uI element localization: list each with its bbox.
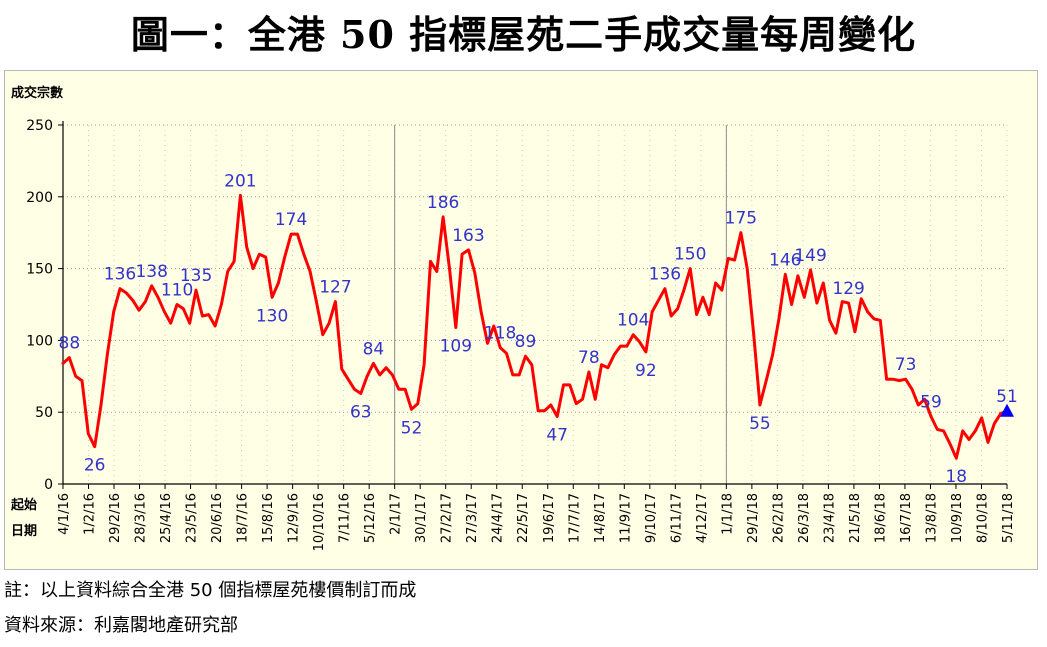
- x-tick-label: 29/2/16: [108, 493, 123, 543]
- x-tick-label: 13/8/18: [924, 493, 939, 543]
- data-label: 110: [161, 281, 193, 301]
- data-label: 92: [635, 361, 657, 381]
- last-point-marker: [1000, 403, 1014, 417]
- x-tick-label: 27/3/17: [465, 493, 480, 543]
- x-tick-label: 29/1/18: [746, 493, 761, 543]
- x-tick-label: 14/8/17: [593, 493, 608, 543]
- data-label: 63: [350, 403, 372, 423]
- x-tick-label: 19/6/17: [542, 493, 557, 543]
- y-tick-label: 100: [26, 333, 53, 349]
- data-label: 78: [578, 348, 600, 368]
- x-tick-label: 20/6/16: [210, 493, 225, 543]
- data-label: 146: [769, 250, 801, 270]
- data-label: 135: [180, 266, 212, 286]
- x-tick-label: 18/6/18: [873, 493, 888, 543]
- x-tick-label: 28/3/16: [134, 493, 149, 543]
- x-tick-label: 15/8/16: [261, 493, 276, 543]
- x-tick-label: 12/9/16: [287, 493, 302, 543]
- data-label: 127: [319, 278, 351, 298]
- data-label: 26: [84, 456, 106, 476]
- data-label: 59: [920, 393, 942, 413]
- source-note: 資料來源：利嘉閣地產研究部: [4, 615, 238, 636]
- x-tick-label: 5/11/18: [1001, 493, 1016, 543]
- x-tick-label: 21/5/18: [848, 493, 863, 543]
- data-label: 149: [794, 246, 826, 266]
- x-tick-label: 22/5/17: [516, 493, 531, 543]
- data-label: 109: [440, 336, 472, 356]
- line-chart: 0 50 100 150 200 250 成交宗數 4/1/16 1/2/16 29/2/16 28…: [5, 71, 1037, 569]
- x-tick-label: 1/1/18: [720, 493, 735, 535]
- data-label: 174: [275, 210, 307, 230]
- data-label: 52: [401, 418, 423, 438]
- y-tick-label: 50: [35, 405, 53, 421]
- data-label: 51: [996, 387, 1018, 407]
- y-axis-title: 成交宗數: [11, 85, 63, 101]
- data-label: 163: [452, 226, 484, 246]
- x-tick-label: 16/7/18: [899, 493, 914, 543]
- footnote: 註：以上資料綜合全港 50 個指標屋苑樓價制訂而成: [4, 580, 417, 601]
- x-tick-label: 17/7/17: [567, 493, 582, 543]
- x-tick-label: 10/10/16: [312, 493, 327, 551]
- y-tick-label: 0: [44, 477, 53, 493]
- x-tick-label: 23/5/16: [185, 493, 200, 543]
- data-label: 89: [515, 332, 537, 352]
- data-label: 129: [832, 279, 864, 299]
- data-label: 136: [649, 265, 681, 285]
- x-tick-label: 10/9/18: [950, 493, 965, 543]
- chart-frame: 0 50 100 150 200 250 成交宗數 4/1/16 1/2/16 29/2/16 28…: [4, 70, 1038, 570]
- data-label: 138: [135, 262, 167, 282]
- series-line: [61, 193, 1009, 460]
- x-tick-label: 18/7/16: [236, 493, 251, 543]
- y-tick-label: 150: [26, 262, 53, 278]
- data-label: 84: [363, 339, 385, 359]
- data-label: 18: [945, 467, 967, 487]
- x-tick-label: 6/11/17: [669, 493, 684, 543]
- x-tick-label: 9/10/17: [644, 493, 659, 543]
- x-tick-label: 2/1/17: [389, 493, 404, 535]
- data-label: 136: [104, 265, 136, 285]
- data-label: 88: [59, 334, 81, 354]
- data-label: 175: [725, 209, 757, 229]
- x-tick-label: 26/2/18: [771, 493, 786, 543]
- data-label: 104: [617, 311, 649, 331]
- x-axis-title-line2: 日期: [11, 524, 37, 539]
- data-label: 130: [256, 306, 288, 326]
- data-label: 186: [427, 193, 459, 213]
- data-label: 118: [484, 324, 516, 344]
- x-axis-title-line1: 起始: [10, 497, 37, 513]
- x-tick-label: 8/10/18: [975, 493, 990, 543]
- x-tick-label: 4/1/16: [57, 493, 72, 535]
- data-label: 201: [224, 171, 256, 191]
- y-tick-label: 200: [26, 190, 53, 206]
- x-tick-label: 5/12/16: [363, 493, 378, 543]
- x-tick-label: 25/4/16: [159, 493, 174, 543]
- x-tick-label: 7/11/16: [338, 493, 353, 543]
- x-tick-label: 4/12/17: [695, 493, 710, 543]
- chart-background: [5, 71, 1037, 569]
- x-tick-label: 11/9/17: [618, 493, 633, 543]
- data-label: 55: [749, 414, 771, 434]
- data-label: 73: [895, 355, 917, 375]
- data-label: 150: [674, 245, 706, 265]
- x-tick-label: 30/1/17: [414, 493, 429, 543]
- x-tick-label: 27/2/17: [440, 493, 455, 543]
- x-tick-label: 26/3/18: [797, 493, 812, 543]
- x-tick-label: 1/2/16: [83, 493, 98, 535]
- page-title: 圖一：全港 50 指標屋苑二手成交量每周變化: [130, 12, 917, 57]
- data-label: 47: [546, 426, 568, 446]
- y-tick-label: 250: [26, 118, 53, 134]
- x-tick-label: 23/4/18: [822, 493, 837, 543]
- x-tick-label: 24/4/17: [491, 493, 506, 543]
